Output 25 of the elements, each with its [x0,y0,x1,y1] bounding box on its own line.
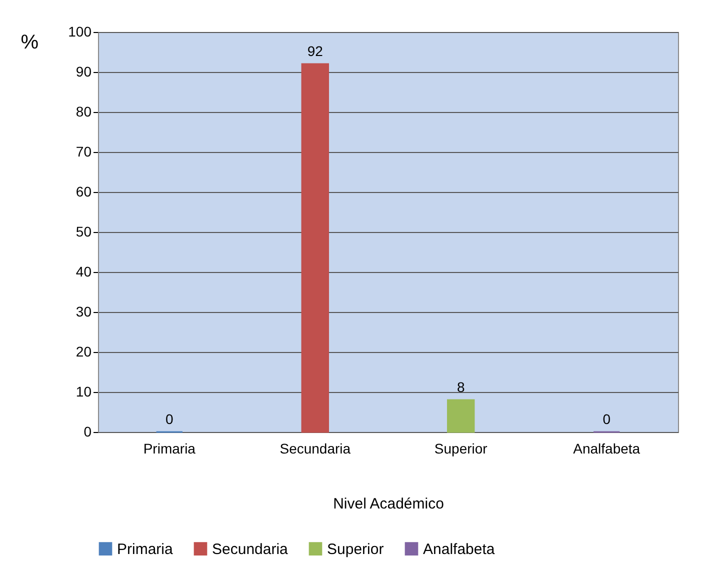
x-tick-label: Primaria [143,440,196,456]
x-tick-label: Secundaria [280,440,351,456]
y-tick-label: 100 [68,24,92,40]
data-label: 0 [602,411,611,427]
y-tick-label: 50 [76,224,92,240]
y-tick-label: 10 [76,384,92,400]
data-label: 0 [166,411,174,427]
y-axis-title: % [20,32,39,54]
legend-label: Superior [327,540,384,558]
y-tick-label: 70 [76,144,92,160]
x-axis-title: Nivel Académico [333,496,444,512]
y-tick-label: 60 [76,184,92,200]
y-tick-label: 0 [84,424,92,440]
y-tick-label: 30 [76,304,92,320]
legend-label: Analfabeta [423,540,496,558]
y-tick-label: 20 [76,344,92,360]
data-label: 8 [456,379,465,395]
legend-label: Secundaria [212,540,289,558]
y-tick-label: 40 [76,264,92,280]
x-tick-label: Superior [434,440,488,456]
y-tick-label: 80 [76,104,92,120]
legend-label: Primaria [117,540,174,558]
data-label: 92 [307,43,324,59]
y-tick-label: 90 [76,64,92,80]
x-tick-label: Analfabeta [573,440,640,456]
